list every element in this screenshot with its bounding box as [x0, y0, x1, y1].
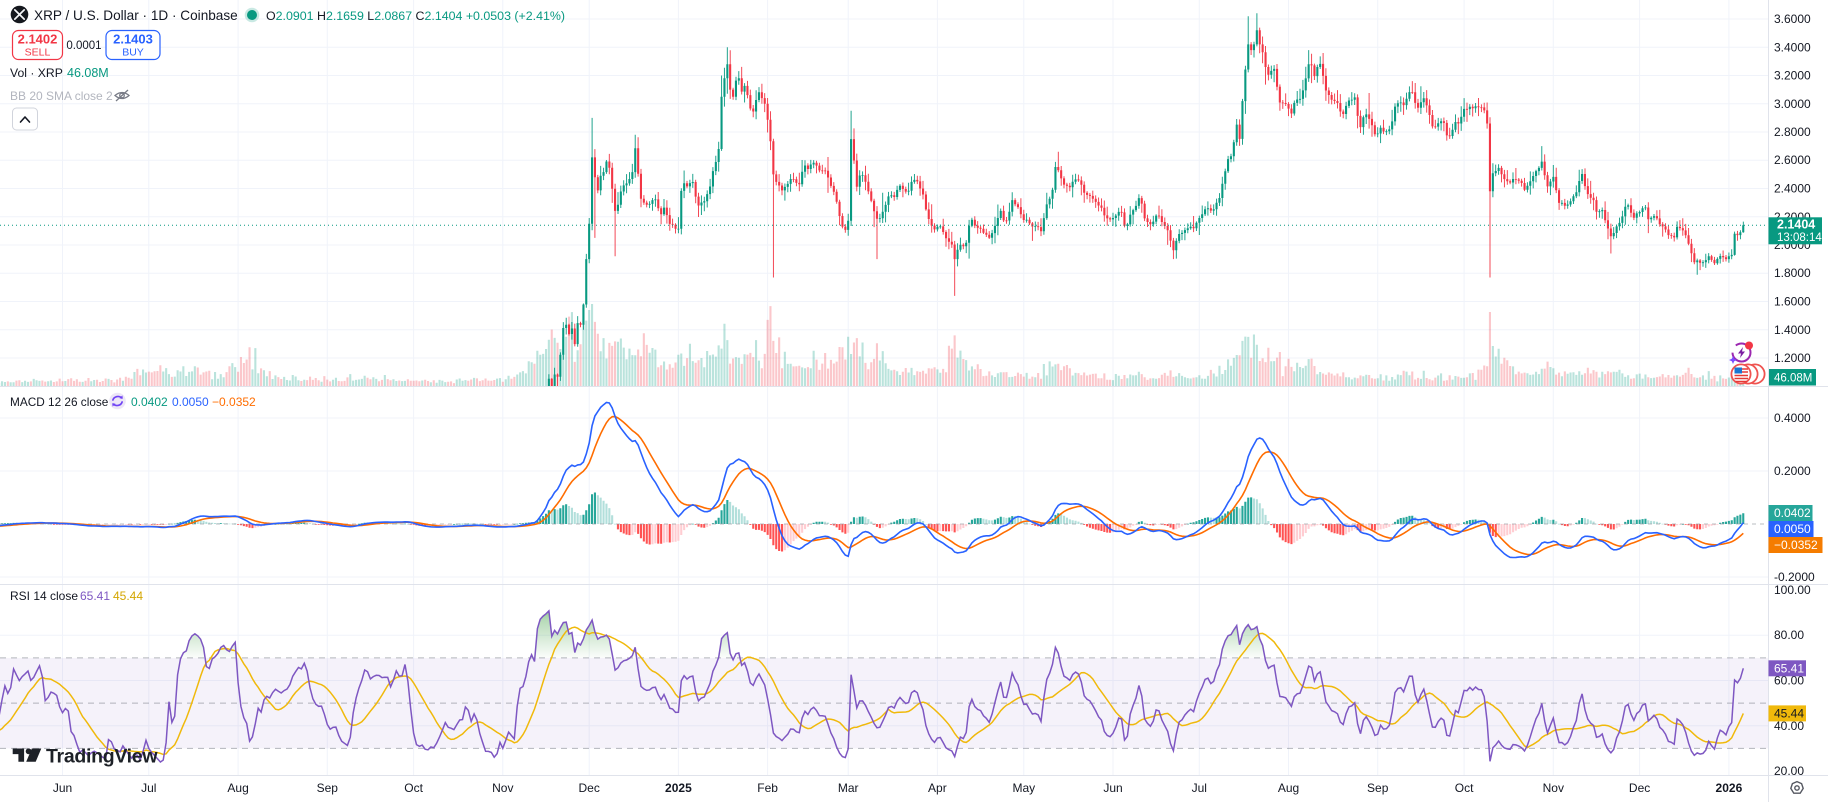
svg-text:1.2000: 1.2000: [1774, 351, 1811, 365]
svg-text:2.8000: 2.8000: [1774, 125, 1811, 139]
svg-text:O2.0901 H2.1659 L2.0867 C2.140: O2.0901 H2.1659 L2.0867 C2.1404 +0.0503 …: [266, 9, 565, 23]
svg-text:0.4000: 0.4000: [1774, 411, 1811, 425]
svg-text:0.0050: 0.0050: [1774, 522, 1811, 536]
svg-text:65.41: 65.41: [80, 589, 110, 603]
svg-text:Vol · XRP: Vol · XRP: [10, 66, 63, 80]
svg-text:SELL: SELL: [25, 47, 51, 59]
svg-text:Dec: Dec: [579, 781, 600, 795]
svg-text:46.08M: 46.08M: [67, 66, 109, 80]
svg-text:Jul: Jul: [1192, 781, 1207, 795]
svg-text:0.0050: 0.0050: [172, 395, 209, 409]
svg-text:80.00: 80.00: [1774, 628, 1804, 642]
svg-text:Sep: Sep: [317, 781, 339, 795]
svg-text:Nov: Nov: [492, 781, 513, 795]
svg-text:Oct: Oct: [1455, 781, 1474, 795]
svg-text:TradingView: TradingView: [46, 746, 158, 768]
svg-text:100.00: 100.00: [1774, 583, 1811, 597]
svg-text:−0.0352: −0.0352: [1774, 538, 1818, 552]
svg-text:1.8000: 1.8000: [1774, 266, 1811, 280]
svg-text:May: May: [1012, 781, 1035, 795]
svg-text:65.41: 65.41: [1774, 661, 1804, 675]
svg-text:RSI 14 close: RSI 14 close: [10, 589, 78, 603]
svg-text:2.1404: 2.1404: [1777, 218, 1815, 232]
svg-text:−0.0352: −0.0352: [212, 395, 256, 409]
svg-text:0.0001: 0.0001: [66, 40, 101, 52]
svg-text:BUY: BUY: [122, 47, 144, 59]
svg-text:13:08:14: 13:08:14: [1777, 232, 1822, 244]
svg-text:2026: 2026: [1716, 781, 1743, 795]
svg-text:2.6000: 2.6000: [1774, 153, 1811, 167]
svg-text:Aug: Aug: [227, 781, 248, 795]
svg-text:Mar: Mar: [838, 781, 859, 795]
svg-text:0.0402: 0.0402: [131, 395, 168, 409]
svg-text:Jul: Jul: [141, 781, 156, 795]
svg-text:Jun: Jun: [1103, 781, 1122, 795]
svg-text:2.4000: 2.4000: [1774, 182, 1811, 196]
svg-text:20.00: 20.00: [1774, 764, 1804, 778]
svg-text:3.0000: 3.0000: [1774, 97, 1811, 111]
svg-text:Oct: Oct: [404, 781, 423, 795]
svg-text:Sep: Sep: [1367, 781, 1389, 795]
svg-text:45.44: 45.44: [1774, 706, 1804, 720]
svg-text:45.44: 45.44: [113, 589, 143, 603]
svg-text:2.1402: 2.1402: [18, 32, 58, 47]
svg-text:Apr: Apr: [928, 781, 947, 795]
svg-text:46.08M: 46.08M: [1774, 373, 1812, 385]
svg-text:-0.2000: -0.2000: [1774, 570, 1815, 584]
svg-text:0.2000: 0.2000: [1774, 464, 1811, 478]
svg-text:BB 20 SMA close 2: BB 20 SMA close 2: [10, 89, 113, 103]
svg-text:Feb: Feb: [757, 781, 778, 795]
svg-text:Nov: Nov: [1543, 781, 1564, 795]
svg-text:1.6000: 1.6000: [1774, 295, 1811, 309]
svg-text:3.6000: 3.6000: [1774, 12, 1811, 26]
svg-text:0.0402: 0.0402: [1774, 506, 1811, 520]
svg-text:3.4000: 3.4000: [1774, 40, 1811, 54]
svg-text:3.2000: 3.2000: [1774, 69, 1811, 83]
svg-text:MACD 12 26 close: MACD 12 26 close: [10, 395, 109, 409]
svg-text:1.4000: 1.4000: [1774, 323, 1811, 337]
svg-text:2.1403: 2.1403: [113, 32, 153, 47]
svg-text:XRP / U.S. Dollar · 1D · Coinb: XRP / U.S. Dollar · 1D · Coinbase: [34, 8, 238, 23]
svg-text:Jun: Jun: [53, 781, 72, 795]
svg-text:Dec: Dec: [1629, 781, 1650, 795]
svg-text:40.00: 40.00: [1774, 719, 1804, 733]
svg-text:2025: 2025: [665, 781, 692, 795]
svg-text:60.00: 60.00: [1774, 674, 1804, 688]
svg-text:Aug: Aug: [1278, 781, 1299, 795]
